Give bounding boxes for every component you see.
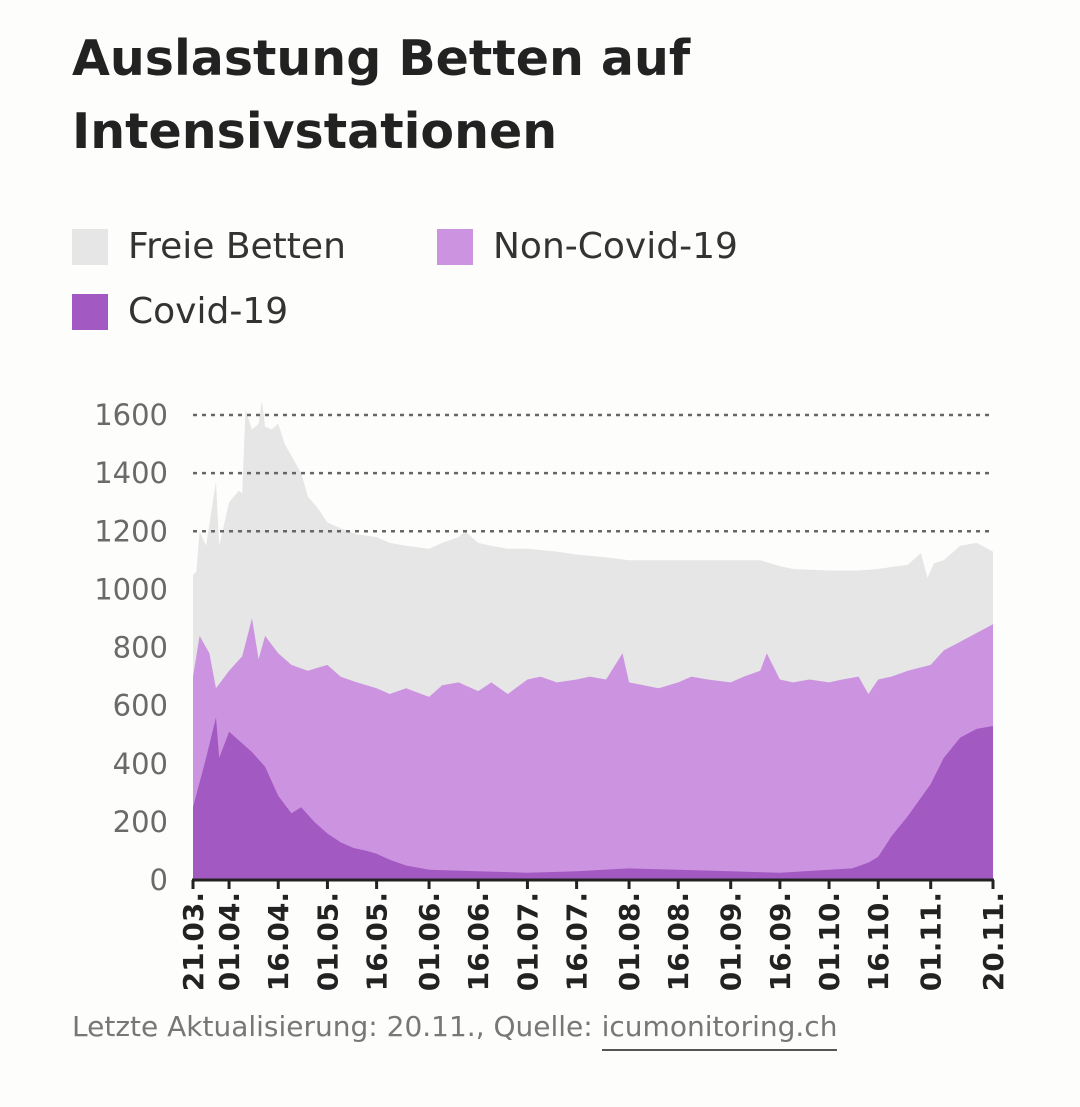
footer-text: Letzte Aktualisierung: 20.11., Quelle: — [72, 1010, 602, 1043]
footer: Letzte Aktualisierung: 20.11., Quelle: i… — [72, 1010, 838, 1051]
x-tick-label: 16.06. — [462, 892, 495, 991]
legend-swatch-non-covid — [437, 228, 473, 265]
area-covid-19 — [193, 717, 993, 880]
x-tick-label: 16.05. — [361, 892, 394, 991]
x-tick-label: 01.06. — [413, 892, 446, 991]
x-tick-label: 16.04. — [262, 892, 295, 991]
x-tick-label: 01.04. — [213, 892, 246, 991]
x-tick-label: 16.09. — [764, 892, 797, 991]
x-tick-label: 01.08. — [613, 892, 646, 991]
chart-title: Auslastung Betten auf Intensivstationen — [72, 30, 691, 160]
y-tick-label: 800 — [113, 631, 168, 665]
y-tick-label: 200 — [113, 805, 168, 839]
x-tick-label: 16.08. — [662, 892, 695, 991]
x-tick-label: 21.03. — [177, 892, 210, 991]
x-tick-label: 16.07. — [561, 892, 594, 991]
y-tick-label: 1000 — [94, 572, 168, 606]
x-tick-label: 01.07. — [511, 892, 544, 991]
y-tick-label: 400 — [113, 747, 168, 781]
x-tick-label: 01.11. — [915, 892, 948, 991]
legend-item-non-covid: Non-Covid-19 — [437, 226, 738, 267]
y-tick-label: 0 — [150, 863, 168, 897]
legend-swatch-covid — [72, 293, 108, 330]
legend-item-covid: Covid-19 — [72, 291, 288, 332]
area-non-covid-19 — [193, 618, 993, 880]
x-tick-label: 01.05. — [311, 892, 344, 991]
x-tick-label: 01.09. — [715, 892, 748, 991]
legend-label: Non-Covid-19 — [493, 226, 738, 267]
x-tick-label: 01.10. — [813, 892, 846, 991]
x-tick-label: 20.11. — [977, 892, 1010, 991]
source-link[interactable]: icumonitoring.ch — [601, 1010, 838, 1051]
y-tick-label: 1600 — [94, 398, 168, 432]
legend-item-free-beds: Freie Betten — [72, 226, 346, 267]
chart-area: 0 200 400 600 800 1000 1200 1400 1600 21.03. 01.04… — [94, 398, 1010, 991]
y-tick-label: 1400 — [94, 456, 168, 490]
legend-swatch-free-beds — [72, 228, 108, 265]
y-tick-label: 600 — [113, 689, 168, 723]
legend-label: Freie Betten — [128, 226, 346, 267]
legend-label: Covid-19 — [128, 291, 289, 332]
y-tick-label: 1200 — [94, 514, 168, 548]
x-tick-label: 16.10. — [862, 892, 895, 991]
